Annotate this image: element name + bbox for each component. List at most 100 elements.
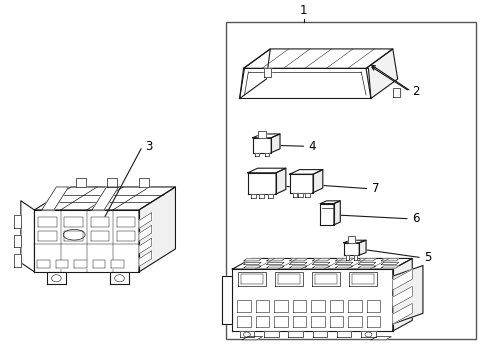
Polygon shape: [271, 134, 280, 153]
Ellipse shape: [63, 229, 85, 240]
Polygon shape: [329, 300, 343, 311]
Polygon shape: [292, 316, 305, 328]
Polygon shape: [274, 300, 287, 311]
Text: 2: 2: [411, 85, 419, 98]
Polygon shape: [241, 274, 263, 284]
Polygon shape: [64, 231, 82, 241]
Polygon shape: [347, 236, 355, 243]
Polygon shape: [274, 316, 287, 328]
Polygon shape: [74, 260, 87, 268]
Polygon shape: [139, 178, 148, 187]
Polygon shape: [392, 266, 422, 324]
Polygon shape: [34, 210, 139, 272]
Polygon shape: [311, 272, 340, 286]
Polygon shape: [336, 331, 351, 337]
Polygon shape: [335, 259, 352, 261]
Polygon shape: [335, 266, 352, 268]
Polygon shape: [252, 134, 280, 138]
Polygon shape: [310, 316, 324, 328]
Polygon shape: [305, 193, 309, 197]
Polygon shape: [347, 316, 361, 328]
Polygon shape: [14, 254, 21, 267]
Polygon shape: [320, 201, 340, 204]
Polygon shape: [278, 274, 300, 284]
Polygon shape: [298, 193, 303, 197]
Polygon shape: [266, 266, 284, 268]
Polygon shape: [358, 259, 375, 261]
Polygon shape: [289, 170, 322, 174]
Polygon shape: [287, 331, 302, 337]
Polygon shape: [268, 194, 273, 198]
Polygon shape: [275, 272, 303, 286]
Polygon shape: [381, 266, 398, 268]
Polygon shape: [90, 231, 109, 241]
Polygon shape: [221, 276, 232, 324]
Polygon shape: [335, 262, 352, 265]
Polygon shape: [292, 300, 305, 311]
Polygon shape: [111, 260, 123, 268]
Polygon shape: [238, 272, 266, 286]
Polygon shape: [289, 262, 306, 265]
Polygon shape: [392, 287, 411, 307]
Polygon shape: [139, 251, 151, 267]
Polygon shape: [139, 187, 175, 272]
Polygon shape: [343, 240, 366, 243]
Polygon shape: [359, 240, 366, 255]
Polygon shape: [239, 49, 270, 99]
Polygon shape: [117, 231, 135, 241]
Polygon shape: [139, 238, 151, 254]
Text: 6: 6: [411, 212, 419, 225]
Polygon shape: [237, 316, 250, 328]
Polygon shape: [232, 269, 392, 331]
Polygon shape: [247, 168, 285, 173]
Polygon shape: [139, 225, 151, 241]
Polygon shape: [243, 49, 392, 68]
Polygon shape: [312, 262, 329, 265]
Polygon shape: [117, 217, 135, 227]
Polygon shape: [257, 131, 265, 138]
Polygon shape: [289, 259, 306, 261]
Text: 7: 7: [312, 182, 320, 195]
Polygon shape: [110, 272, 129, 284]
Bar: [225, 22, 475, 339]
Circle shape: [115, 275, 124, 282]
Text: 7: 7: [371, 182, 379, 195]
Polygon shape: [289, 174, 312, 193]
Polygon shape: [90, 217, 109, 227]
Polygon shape: [333, 201, 340, 225]
Polygon shape: [14, 215, 21, 228]
Polygon shape: [64, 217, 82, 227]
Polygon shape: [266, 262, 284, 265]
Polygon shape: [312, 259, 329, 261]
Polygon shape: [366, 49, 397, 99]
Polygon shape: [351, 274, 373, 284]
Polygon shape: [38, 217, 57, 227]
Polygon shape: [34, 187, 175, 210]
Polygon shape: [392, 88, 399, 97]
Polygon shape: [247, 173, 276, 194]
Polygon shape: [237, 300, 250, 311]
Polygon shape: [259, 194, 264, 198]
Circle shape: [243, 332, 250, 337]
Text: 5: 5: [424, 251, 431, 264]
Text: 3: 3: [144, 140, 152, 153]
Polygon shape: [250, 194, 255, 198]
Polygon shape: [320, 204, 333, 225]
Polygon shape: [38, 231, 57, 241]
Polygon shape: [41, 187, 68, 210]
Polygon shape: [354, 255, 357, 260]
Polygon shape: [370, 337, 390, 340]
Polygon shape: [266, 259, 284, 261]
Polygon shape: [381, 259, 398, 261]
Polygon shape: [366, 316, 379, 328]
Polygon shape: [37, 260, 50, 268]
Polygon shape: [56, 260, 68, 268]
Polygon shape: [312, 266, 329, 268]
Polygon shape: [310, 300, 324, 311]
Polygon shape: [347, 300, 361, 311]
Polygon shape: [92, 187, 119, 210]
Polygon shape: [255, 316, 269, 328]
Circle shape: [365, 332, 371, 337]
Polygon shape: [314, 274, 337, 284]
Polygon shape: [244, 262, 261, 265]
